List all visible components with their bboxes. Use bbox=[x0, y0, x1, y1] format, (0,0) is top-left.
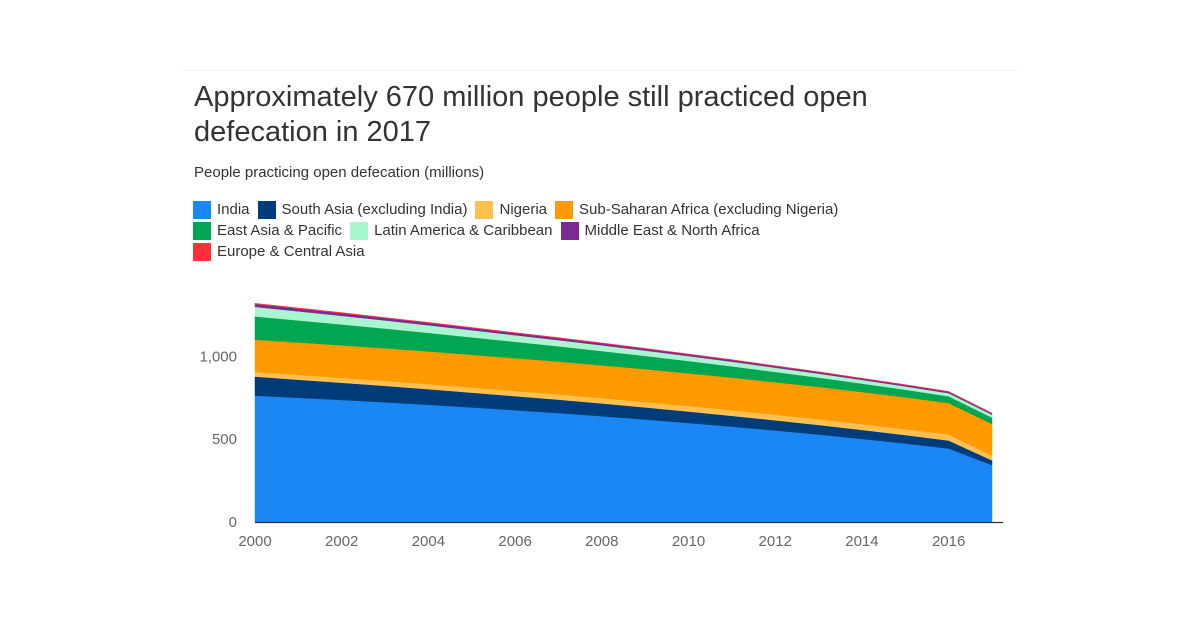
legend-item-sub-saharan-africa-excluding-nigeria[interactable]: Sub-Saharan Africa (excluding Nigeria) bbox=[555, 201, 838, 222]
legend-swatch bbox=[193, 222, 211, 240]
legend-swatch bbox=[475, 201, 494, 219]
legend-row: India South Asia (excluding India) Nigeria… bbox=[193, 201, 953, 222]
x-tick-label: 2008 bbox=[585, 533, 618, 550]
legend-swatch bbox=[193, 201, 211, 219]
legend-label: Nigeria bbox=[499, 201, 548, 218]
stacked-areas bbox=[254, 303, 993, 523]
y-tick-label: 500 bbox=[212, 431, 237, 448]
x-tick-label: 2010 bbox=[672, 533, 705, 550]
x-tick-label: 2002 bbox=[325, 533, 358, 550]
legend-label: Latin America & Caribbean bbox=[374, 222, 553, 239]
x-tick-label: 2016 bbox=[932, 533, 965, 550]
x-tick-label: 2012 bbox=[759, 533, 792, 550]
legend-item-latin-america-and-caribbean[interactable]: Latin America & Caribbean bbox=[350, 222, 553, 243]
legend-item-india[interactable]: India bbox=[193, 201, 250, 222]
legend-label: India bbox=[217, 201, 250, 218]
legend-item-south-asia-excluding-india[interactable]: South Asia (excluding India) bbox=[257, 201, 468, 222]
chart-title: Approximately 670 million people still p… bbox=[194, 81, 868, 148]
legend-label: Sub-Saharan Africa (excluding Nigeria) bbox=[579, 201, 839, 218]
legend-item-east-asia-and-pacific[interactable]: East Asia & Pacific bbox=[193, 222, 342, 243]
legend-swatch bbox=[257, 201, 276, 219]
chart-subtitle: People practicing open defecation (milli… bbox=[194, 164, 485, 181]
x-tick-label: 2014 bbox=[845, 533, 878, 550]
legend-label: Middle East & North Africa bbox=[584, 222, 760, 239]
legend-item-nigeria[interactable]: Nigeria bbox=[475, 201, 547, 222]
legend-swatch bbox=[350, 222, 369, 240]
legend-label: South Asia (excluding India) bbox=[281, 201, 468, 218]
area-series-europe-and-central-asia[interactable] bbox=[254, 303, 993, 414]
y-tick-label: 0 bbox=[229, 514, 237, 531]
y-tick-label: 1,000 bbox=[199, 348, 237, 365]
legend-item-middle-east-and-north-africa[interactable]: Middle East & North Africa bbox=[560, 222, 760, 243]
legend-item-europe-and-central-asia[interactable]: Europe & Central Asia bbox=[193, 243, 365, 264]
x-tick-label: 2006 bbox=[498, 533, 531, 550]
legend-label: East Asia & Pacific bbox=[217, 222, 343, 239]
legend-label: Europe & Central Asia bbox=[217, 243, 365, 260]
chart-legend: India South Asia (excluding India) Nigeria… bbox=[193, 201, 953, 264]
x-tick-label: 2004 bbox=[412, 533, 445, 550]
top-divider bbox=[182, 70, 1017, 71]
legend-swatch bbox=[193, 243, 211, 261]
legend-swatch bbox=[560, 222, 579, 240]
legend-row: East Asia & Pacific Latin America & Carib… bbox=[193, 222, 953, 243]
x-tick-label: 2000 bbox=[238, 533, 271, 550]
legend-swatch bbox=[555, 201, 574, 219]
legend-row: Europe & Central Asia bbox=[193, 243, 953, 264]
